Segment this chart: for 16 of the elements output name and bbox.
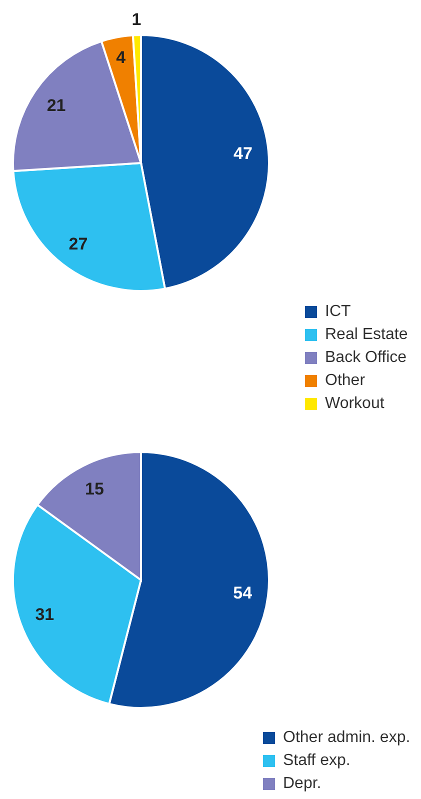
data-label: 4 xyxy=(116,48,126,67)
legend-label: Real Estate xyxy=(325,326,408,344)
legend-label: Other xyxy=(325,372,366,390)
data-label: 31 xyxy=(35,605,54,624)
legend-label: Workout xyxy=(325,394,384,412)
data-label: 27 xyxy=(68,234,88,254)
data-label: 1 xyxy=(132,10,142,30)
data-label: 21 xyxy=(46,96,66,115)
legend-label: Staff exp. xyxy=(283,752,350,770)
legend-label: Back Office xyxy=(325,348,407,366)
data-label: 15 xyxy=(85,479,104,498)
data-label: 54 xyxy=(233,583,253,602)
legend-label: Depr. xyxy=(283,774,322,792)
data-label: 47 xyxy=(233,144,252,163)
legend-label: Other admin. exp. xyxy=(283,728,410,746)
legend-label: ICT xyxy=(325,302,351,320)
